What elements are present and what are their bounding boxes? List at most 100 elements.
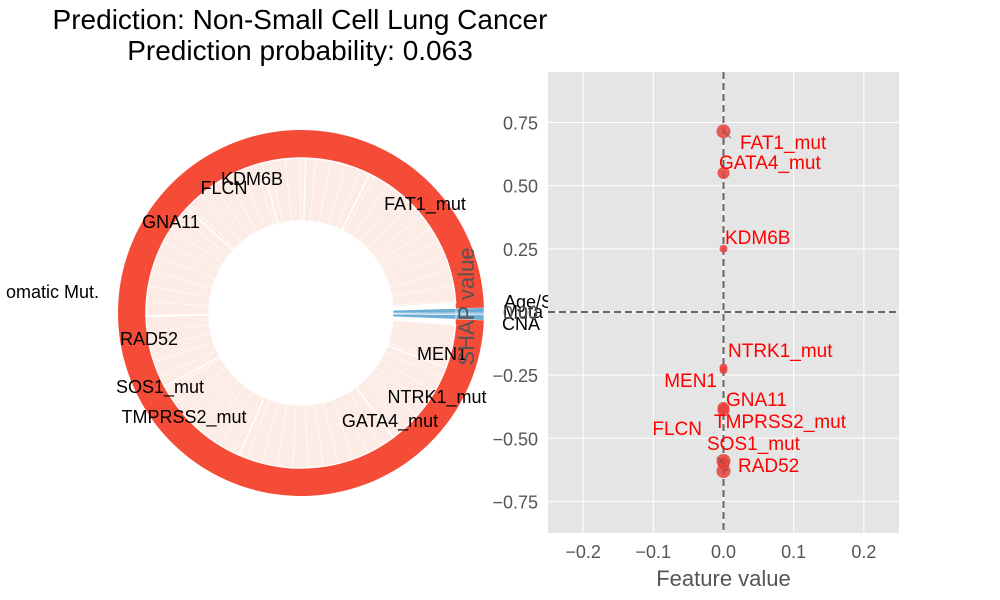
x-tick-label: 0.2 <box>851 542 876 562</box>
point-label-sos1-mut: SOS1_mut <box>707 434 801 455</box>
donut-divider <box>377 227 431 263</box>
donut-divider <box>366 203 412 249</box>
x-tick-label: 0.1 <box>781 542 806 562</box>
donut-divider <box>200 194 243 243</box>
donut-divider <box>391 284 454 297</box>
donut-divider <box>261 401 279 464</box>
donut-divider <box>206 385 246 437</box>
donut-divider <box>382 241 439 271</box>
donut-divider <box>384 351 442 379</box>
donut-label-ntrk1-mut: NTRK1_mut <box>387 387 486 408</box>
y-tick-label: −0.25 <box>492 366 538 386</box>
donut-label-flcn: FLCN <box>200 178 247 198</box>
point-label-rad52: RAD52 <box>738 456 799 477</box>
leader-line-fat1-mut <box>723 131 732 139</box>
donut-divider <box>153 341 214 363</box>
donut-divider <box>352 184 389 237</box>
donut-divider <box>386 255 446 280</box>
donut-divider <box>340 395 368 454</box>
donut-outer-label-cna: CNA <box>502 314 540 334</box>
donut-divider <box>254 164 275 226</box>
y-tick-label: −0.50 <box>492 429 538 449</box>
donut-divider <box>162 242 220 272</box>
donut-divider <box>375 366 427 405</box>
point-label-gna11: GNA11 <box>726 390 787 411</box>
donut-divider <box>179 216 230 257</box>
donut-divider <box>148 285 211 298</box>
x-axis-label: Feature value <box>656 566 791 591</box>
donut-divider <box>331 399 354 460</box>
donut-divider <box>355 386 395 438</box>
donut-divider <box>170 228 224 264</box>
donut-divider <box>348 391 382 446</box>
donut-divider <box>276 403 288 467</box>
donut-feature-men1 <box>386 319 457 369</box>
donut-label-tmprss2-mut: TMPRSS2_mut <box>121 407 246 428</box>
point-tmprss2-mut <box>717 404 730 417</box>
point-label-gata4-mut: GATA4_mut <box>719 153 821 174</box>
donut-divider <box>372 215 422 256</box>
donut-divider <box>151 270 213 289</box>
donut-divider <box>387 342 448 364</box>
point-label-fat1-mut: FAT1_mut <box>740 133 827 154</box>
donut-label-rad52: RAD52 <box>120 329 178 349</box>
y-tick-label: −0.75 <box>492 492 538 512</box>
donut-divider <box>159 350 218 377</box>
donut-outer-label-mutation: Muta <box>503 302 544 322</box>
point-gata4-mut <box>717 167 730 180</box>
donut-divider <box>389 269 451 288</box>
x-tick-label: −0.2 <box>565 542 601 562</box>
donut-label-kdm6b: KDM6B <box>221 169 283 189</box>
chart-title: Prediction: Non-Small Cell Lung Cancer P… <box>0 4 600 66</box>
donut-divider <box>359 193 401 243</box>
donut-divider <box>362 380 407 428</box>
donut-divider <box>146 300 210 307</box>
donut-divider <box>247 399 270 459</box>
donut-label-gata4-mut: GATA4_mut <box>342 411 438 432</box>
chart-title-line2: Prediction probability: 0.063 <box>127 35 473 66</box>
donut-divider <box>309 158 317 222</box>
donut-divider <box>213 184 250 238</box>
donut-divider <box>380 359 435 392</box>
donut-divider <box>269 161 283 223</box>
donut-divider <box>174 366 227 404</box>
donut-label-gna11: GNA11 <box>142 212 200 232</box>
donut-divider <box>322 402 339 464</box>
point-label-men1: MEN1 <box>664 371 717 392</box>
donut-divider <box>392 299 456 306</box>
donut-divider <box>166 358 222 391</box>
chart-title-line1: Prediction: Non-Small Cell Lung Cancer <box>52 4 548 35</box>
leader-line-flcn <box>716 456 724 464</box>
donut-divider <box>219 391 254 446</box>
donut-divider <box>318 160 332 223</box>
donut-divider <box>313 403 324 467</box>
shap-scatter-plot: −0.2 −0.1 0.0 0.1 0.2 0.75 0.50 0.25 0.00 −0.25 −0… <box>454 72 899 591</box>
y-tick-label: 0.50 <box>503 177 538 197</box>
donut-divider <box>335 169 361 229</box>
donut-divider <box>304 404 309 468</box>
donut-divider <box>156 256 216 280</box>
donut-divider <box>147 323 210 333</box>
donut-divider <box>194 380 239 427</box>
x-tick-label: 0.0 <box>711 542 736 562</box>
donut-divider <box>240 170 266 229</box>
donut-divider <box>369 374 417 417</box>
point-label-tmprss2-mut: TMPRSS2_mut <box>714 412 847 433</box>
donut-divider <box>184 373 233 416</box>
donut-divider <box>284 158 292 222</box>
donut-label-fat1-mut: FAT1_mut <box>384 194 466 215</box>
donut-outer-label-somatic-mut: omatic Mut. <box>6 282 99 302</box>
point-kdm6b <box>719 244 728 253</box>
donut-label-men1: MEN1 <box>417 344 467 364</box>
point-label-ntrk1-mut: NTRK1_mut <box>728 341 833 362</box>
leader-line-rad52 <box>723 468 729 472</box>
point-label-kdm6b: KDM6B <box>725 228 790 249</box>
y-tick-label: 0.00 <box>503 303 538 323</box>
donut-divider <box>232 395 262 453</box>
donut-divider <box>344 176 375 233</box>
point-label-flcn: FLCN <box>652 419 702 440</box>
y-tick-label: 0.25 <box>503 240 538 260</box>
point-men1 <box>719 366 728 375</box>
